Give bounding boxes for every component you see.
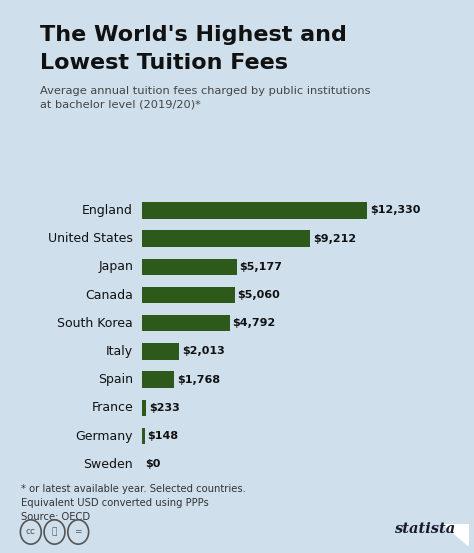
Text: Source: OECD: Source: OECD (21, 512, 91, 521)
Text: Germany: Germany (75, 430, 133, 442)
Text: The World's Highest and: The World's Highest and (40, 25, 347, 45)
Text: $1,768: $1,768 (177, 374, 220, 385)
Bar (142, 343, 179, 359)
Text: South Korea: South Korea (57, 317, 133, 330)
Polygon shape (443, 524, 469, 546)
Text: Italy: Italy (106, 345, 133, 358)
Bar (142, 428, 145, 444)
Bar (142, 315, 230, 331)
Text: France: France (91, 401, 133, 414)
Bar (142, 259, 237, 275)
Text: Sweden: Sweden (83, 458, 133, 471)
Text: Equivalent USD converted using PPPs: Equivalent USD converted using PPPs (21, 498, 209, 508)
Text: Canada: Canada (85, 289, 133, 301)
Bar (142, 372, 174, 388)
Text: $233: $233 (149, 403, 180, 413)
Text: United States: United States (48, 232, 133, 245)
Text: Japan: Japan (98, 260, 133, 273)
Text: cc: cc (26, 528, 36, 536)
Text: Lowest Tuition Fees: Lowest Tuition Fees (40, 53, 288, 72)
Text: $4,792: $4,792 (232, 318, 276, 328)
Bar (142, 202, 367, 218)
Text: $0: $0 (145, 459, 160, 469)
Bar (142, 400, 146, 416)
Text: ⓘ: ⓘ (52, 528, 57, 536)
Text: $5,177: $5,177 (239, 262, 283, 272)
Text: Average annual tuition fees charged by public institutions
at bachelor level (20: Average annual tuition fees charged by p… (40, 86, 371, 109)
Text: $148: $148 (147, 431, 179, 441)
Text: $5,060: $5,060 (237, 290, 280, 300)
Text: $2,013: $2,013 (182, 346, 225, 357)
Text: Spain: Spain (98, 373, 133, 386)
Text: England: England (82, 204, 133, 217)
Text: $9,212: $9,212 (313, 234, 356, 244)
Text: * or latest available year. Selected countries.: * or latest available year. Selected cou… (21, 484, 246, 494)
Bar (142, 287, 235, 303)
Text: =: = (74, 528, 82, 536)
Text: statista: statista (394, 523, 455, 536)
Bar (142, 231, 310, 247)
Text: $12,330: $12,330 (370, 206, 420, 216)
